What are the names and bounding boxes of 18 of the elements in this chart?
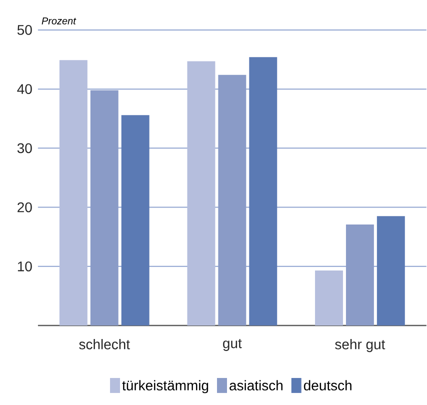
bar bbox=[249, 56, 278, 326]
y-tick-label: 40 bbox=[17, 84, 32, 94]
bar bbox=[59, 60, 88, 326]
y-tick-label: 10 bbox=[18, 261, 32, 272]
legend-label: deutsch bbox=[304, 380, 352, 390]
y-axis-title: Prozent bbox=[42, 17, 76, 24]
x-tick-label: gut bbox=[223, 338, 242, 351]
y-tick-label: 50 bbox=[17, 24, 32, 35]
legend-label: asiatisch bbox=[230, 380, 282, 390]
bar bbox=[187, 61, 216, 326]
x-tick-label: schlecht bbox=[79, 338, 130, 350]
bar bbox=[315, 270, 343, 326]
bar bbox=[121, 114, 150, 326]
legend-label: türkeistämmig bbox=[122, 380, 208, 393]
bar bbox=[376, 216, 405, 326]
y-tick-label: 20 bbox=[18, 202, 32, 212]
x-tick-label: sehr gut bbox=[335, 338, 386, 352]
y-tick-label: 30 bbox=[17, 143, 32, 153]
